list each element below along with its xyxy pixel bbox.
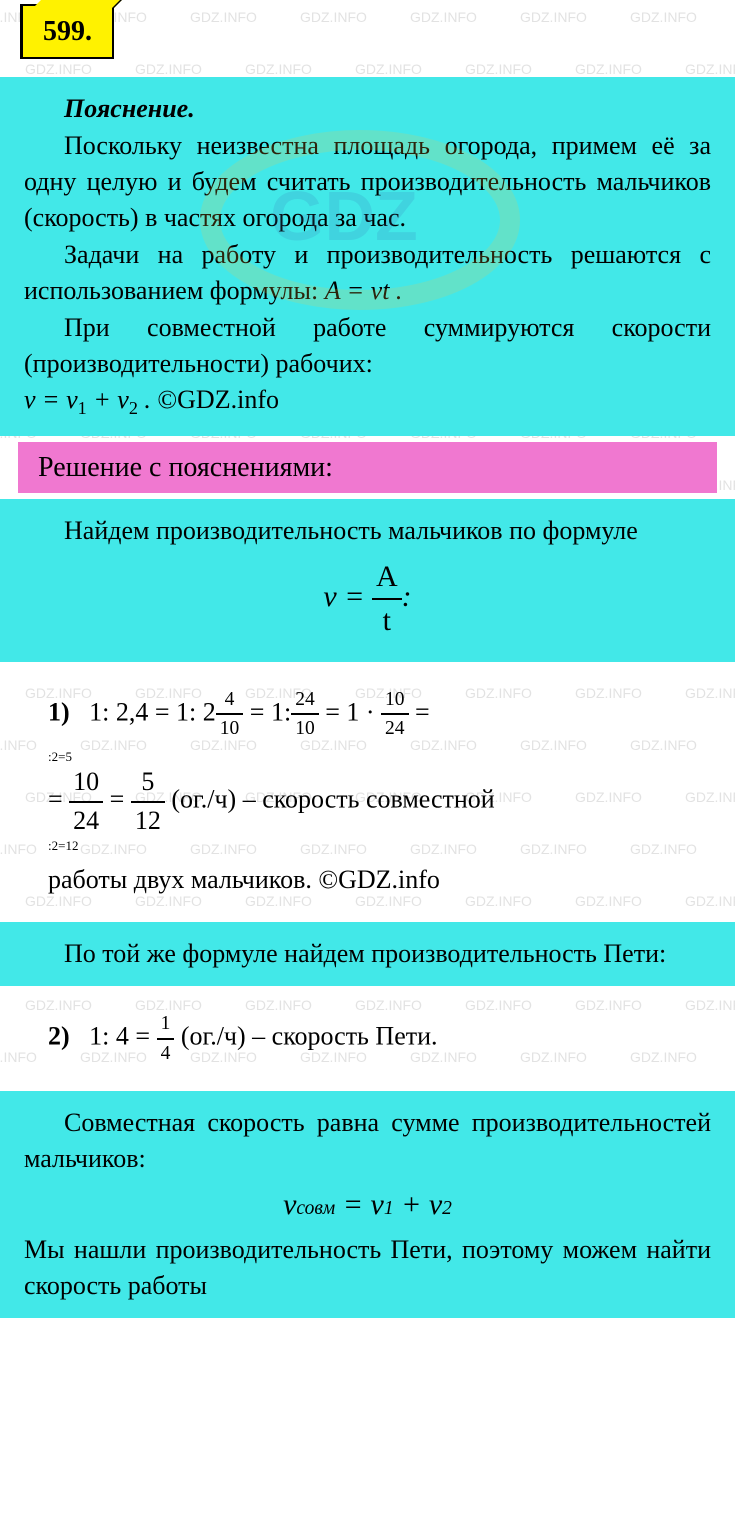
formula-v-letter: v: [323, 579, 336, 612]
note-top: :2=5: [48, 750, 103, 764]
step-1: 1) 1: 2,4 = 1: 2410 = 1:2410 = 1 · 1024 …: [0, 668, 735, 916]
formula-eqv: = v: [335, 1188, 384, 1221]
frac-5-12: 512: [131, 764, 165, 839]
step1-mid: =: [103, 785, 131, 814]
step2-text-b: (ог./ч) – скорость Пети.: [174, 1022, 437, 1051]
step2-text-a: 1: 4 =: [89, 1022, 156, 1051]
block1-text: Найдем производительность мальчиков по ф…: [24, 513, 711, 549]
formula-colon: :: [402, 579, 412, 612]
step1-text-a: 1: 2,4 = 1: 2: [89, 697, 216, 726]
step1-label: 1): [48, 697, 70, 726]
formula-plusv: + v: [394, 1188, 443, 1221]
step1-text-c: = 1 ·: [319, 697, 381, 726]
frac-24-10: 2410: [291, 686, 319, 743]
block1-formula: v = At:: [24, 550, 711, 648]
copyright-text: ©GDZ.info: [151, 385, 279, 414]
frac-den: t: [372, 600, 402, 642]
step1-text-b: = 1:: [243, 697, 291, 726]
formula-plus: + v: [87, 385, 129, 414]
svg-text:GDZ: GDZ: [270, 177, 418, 255]
formula-sub2: 2: [129, 399, 138, 419]
block3-p2: Мы нашли производительность Пети, поэтом…: [24, 1232, 711, 1305]
step-2: 2) 1: 4 = 14 (ог./ч) – скорость Пети.: [0, 992, 735, 1085]
explanation-p3-formula: v = v1 + v2 . ©GDZ.info: [24, 382, 711, 422]
frac-10-24a: 1024: [381, 686, 409, 743]
background-logo: GDZ: [180, 120, 540, 320]
step1-line3: работы двух мальчиков. ©GDZ.info: [24, 858, 711, 902]
frac-10-24b: 1024: [69, 764, 103, 839]
formula-end: .: [138, 385, 151, 414]
block2-text: По той же формуле найдем производительно…: [24, 936, 711, 972]
problem-number-badge: 599.: [0, 0, 735, 71]
fraction-at: At: [372, 556, 402, 642]
block-1: Найдем производительность мальчиков по ф…: [0, 499, 735, 661]
page-content: GDZ 599. Пояснение. Поскольку неизвестна…: [0, 0, 735, 1318]
explanation-p3: При совместной работе суммируются скорос…: [24, 310, 711, 383]
explanation-p3-text: При совместной работе суммируются скорос…: [24, 313, 711, 378]
frac-num: A: [372, 556, 402, 600]
formula-vcomb: v: [283, 1188, 296, 1221]
step2-line: 2) 1: 4 = 14 (ог./ч) – скорость Пети.: [24, 1006, 711, 1071]
step1-line2-text: (ог./ч) – скорость совместной: [165, 785, 495, 814]
formula-v: v = v: [24, 385, 78, 414]
step1-eq: =: [48, 785, 69, 814]
formula-sub1: 1: [78, 399, 87, 419]
problem-number: 599.: [20, 4, 114, 59]
solution-heading: Решение с пояснениями:: [18, 442, 717, 493]
formula-sub-2: 2: [442, 1198, 452, 1219]
block-2: По той же формуле найдем производительно…: [0, 922, 735, 986]
step2-label: 2): [48, 1022, 70, 1051]
step1-text-d: =: [409, 697, 430, 726]
block-3: Совместная скорость равна сумме производ…: [0, 1091, 735, 1319]
block3-formula: vсовм = v1 + v2: [24, 1178, 711, 1232]
formula-sovmsub: совм: [296, 1198, 335, 1219]
block3-p1: Совместная скорость равна сумме производ…: [24, 1105, 711, 1178]
step1-line2: :2=5 = 1024 :2=12 = 512 (ог./ч) – скорос…: [24, 746, 711, 857]
step1-line1: 1) 1: 2,4 = 1: 2410 = 1:2410 = 1 · 1024 …: [24, 682, 711, 747]
formula-sub-1: 1: [384, 1198, 394, 1219]
frac-1-4: 14: [157, 1010, 175, 1067]
formula-eq: =: [337, 579, 372, 612]
frac-4-10: 410: [216, 686, 244, 743]
note-bot: :2=12: [48, 839, 103, 853]
